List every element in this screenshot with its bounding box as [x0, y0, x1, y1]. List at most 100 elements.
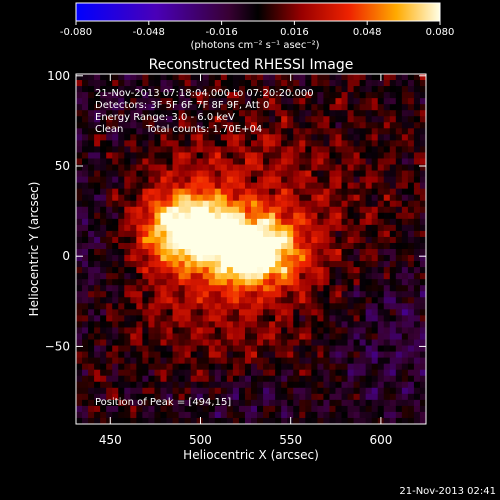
heatmap-cell: [395, 315, 403, 323]
heatmap-cell: [251, 249, 258, 256]
heatmap-cell: [190, 140, 198, 148]
heatmap-cell: [136, 224, 143, 232]
heatmap-cell: [401, 363, 409, 371]
heatmap-cell: [160, 285, 168, 292]
heatmap-cell: [413, 80, 421, 87]
heatmap-cell: [395, 351, 403, 359]
heatmap-cell: [347, 393, 355, 401]
heatmap-cell: [359, 303, 367, 310]
heatmap-cell: [323, 98, 331, 105]
heatmap-cell: [281, 218, 288, 226]
heatmap-cell: [305, 116, 312, 123]
heatmap-cell: [88, 218, 95, 226]
heatmap-cell: [401, 315, 409, 323]
heatmap-cell: [329, 285, 337, 292]
heatmap-cell: [220, 417, 228, 424]
heatmap-cell: [100, 411, 107, 419]
heatmap-cell: [148, 333, 156, 341]
heatmap-cell: [130, 387, 137, 395]
heatmap-cell: [413, 236, 421, 244]
heatmap-cell: [329, 369, 337, 377]
heatmap-cell: [166, 333, 174, 341]
heatmap-cell: [293, 351, 300, 359]
heatmap-cell: [275, 182, 282, 190]
heatmap-cell: [196, 375, 204, 383]
heatmap-cell: [251, 417, 258, 424]
heatmap-cell: [371, 194, 379, 202]
heatmap-cell: [371, 399, 379, 407]
heatmap-cell: [365, 224, 373, 232]
heatmap-cell: [214, 170, 222, 178]
heatmap-cell: [148, 297, 156, 304]
heatmap-cell: [413, 411, 421, 419]
heatmap-cell: [196, 158, 204, 166]
heatmap-cell: [106, 152, 113, 160]
heatmap-cell: [341, 158, 349, 166]
heatmap-cell: [178, 74, 186, 81]
heatmap-cell: [323, 194, 331, 202]
heatmap-cell: [136, 417, 143, 424]
heatmap-cell: [365, 98, 373, 105]
info-method: Clean: [95, 124, 123, 135]
heatmap-cell: [130, 170, 137, 178]
heatmap-cell: [214, 363, 222, 371]
heatmap-cell: [196, 206, 204, 214]
heatmap-cell: [154, 309, 162, 316]
heatmap-cell: [220, 236, 228, 244]
heatmap-cell: [202, 339, 210, 347]
heatmap-cell: [389, 363, 397, 371]
heatmap-cell: [419, 405, 426, 413]
heatmap-cell: [94, 158, 101, 166]
heatmap-cell: [94, 146, 101, 154]
heatmap-cell: [371, 158, 379, 166]
heatmap-cell: [88, 236, 95, 244]
heatmap-cell: [208, 182, 216, 190]
heatmap-cell: [220, 170, 228, 178]
heatmap-cell: [419, 285, 426, 292]
heatmap-cell: [82, 417, 89, 424]
info-counts: Total counts: 1.70E+04: [145, 124, 262, 135]
heatmap-cell: [311, 92, 318, 99]
heatmap-cell: [226, 261, 234, 268]
heatmap-cell: [317, 236, 325, 244]
heatmap-cell: [287, 387, 294, 395]
heatmap-cell: [329, 140, 337, 148]
heatmap-cell: [244, 351, 252, 359]
heatmap-cell: [130, 381, 137, 389]
heatmap-cell: [275, 242, 282, 250]
heatmap-cell: [293, 194, 300, 202]
heatmap-cell: [238, 86, 246, 93]
heatmap-cell: [317, 381, 325, 389]
heatmap-cell: [124, 321, 131, 329]
heatmap-cell: [371, 134, 379, 141]
heatmap-cell: [311, 279, 318, 286]
heatmap-cell: [263, 291, 270, 298]
heatmap-cell: [196, 255, 204, 262]
heatmap-cell: [341, 387, 349, 395]
heatmap-cell: [142, 128, 150, 135]
heatmap-cell: [214, 315, 222, 323]
heatmap-cell: [353, 116, 361, 123]
heatmap-cell: [154, 363, 162, 371]
heatmap-cell: [263, 128, 270, 135]
heatmap-cell: [124, 357, 131, 365]
heatmap-cell: [419, 164, 426, 172]
heatmap-cell: [257, 164, 264, 172]
heatmap-cell: [196, 152, 204, 160]
heatmap-cell: [365, 297, 373, 304]
heatmap-cell: [160, 417, 168, 424]
heatmap-cell: [383, 86, 391, 93]
heatmap-cell: [287, 357, 294, 365]
heatmap-cell: [184, 375, 192, 383]
heatmap-cell: [359, 339, 367, 347]
heatmap-cell: [94, 86, 101, 93]
heatmap-cell: [100, 363, 107, 371]
heatmap-cell: [287, 315, 294, 323]
heatmap-cell: [359, 273, 367, 280]
heatmap-cell: [160, 381, 168, 389]
heatmap-cell: [419, 267, 426, 274]
heatmap-cell: [184, 242, 192, 250]
heatmap-cell: [118, 381, 125, 389]
colorbar-tick-label: 0.016: [280, 27, 309, 38]
heatmap-cell: [244, 297, 252, 304]
